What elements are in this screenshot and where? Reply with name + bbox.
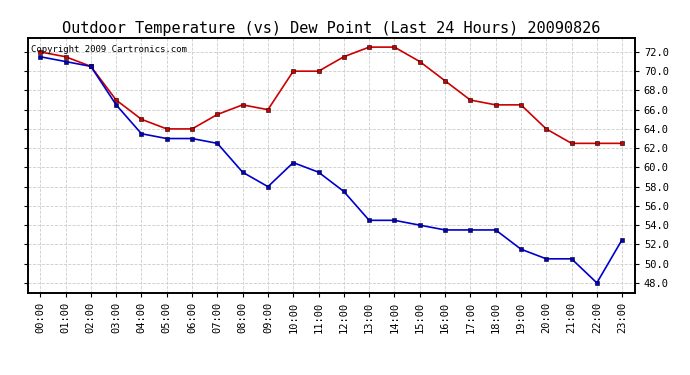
Title: Outdoor Temperature (vs) Dew Point (Last 24 Hours) 20090826: Outdoor Temperature (vs) Dew Point (Last…: [62, 21, 600, 36]
Text: Copyright 2009 Cartronics.com: Copyright 2009 Cartronics.com: [30, 45, 186, 54]
